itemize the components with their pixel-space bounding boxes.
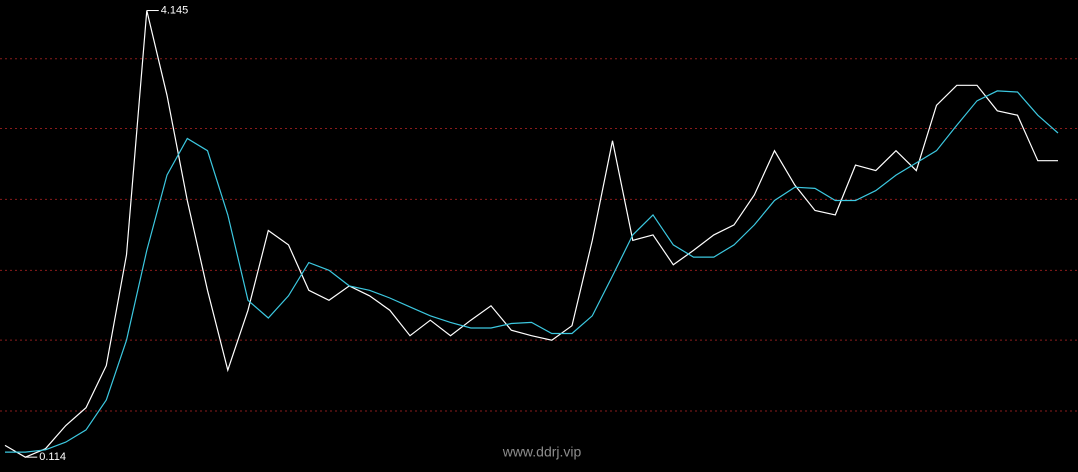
max-label: 4.145 xyxy=(161,4,189,16)
price-line xyxy=(4,10,1058,458)
min-label: 0.114 xyxy=(39,451,66,463)
moving-average-line xyxy=(5,90,1059,453)
watermark: www.ddrj.vip xyxy=(502,444,582,460)
